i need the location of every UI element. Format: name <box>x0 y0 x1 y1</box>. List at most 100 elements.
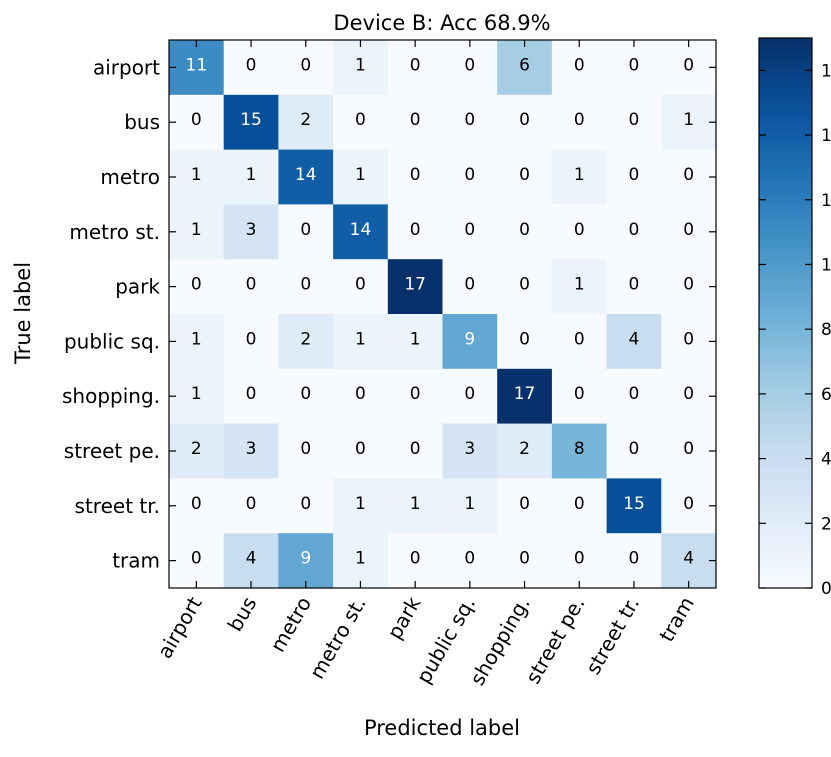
heatmap-cell <box>278 478 334 534</box>
heatmap-cell <box>497 314 553 370</box>
heatmap-cell <box>387 478 444 534</box>
y-tick-label: street tr. <box>75 494 160 518</box>
heatmap-cell <box>442 149 498 205</box>
cell-value-label: 6 <box>519 55 530 75</box>
heatmap-cell <box>333 204 389 260</box>
heatmap-cell <box>387 94 444 151</box>
cell-value-label: 1 <box>355 549 366 569</box>
heatmap-cell <box>387 40 444 96</box>
x-tick-label: tram <box>654 593 699 646</box>
heatmap-cell <box>223 149 279 205</box>
heatmap-cell <box>169 478 225 534</box>
heatmap-cell <box>661 478 717 534</box>
heatmap-cell <box>497 204 553 260</box>
heatmap-cell <box>661 204 717 260</box>
heatmap-cell <box>278 368 334 425</box>
cell-value-label: 0 <box>246 55 257 75</box>
cell-value-label: 0 <box>683 329 694 349</box>
heatmap-cell <box>333 94 389 151</box>
cell-value-label: 0 <box>464 165 475 185</box>
heatmap-cell <box>497 94 553 151</box>
cell-value-label: 1 <box>191 220 202 240</box>
cell-value-label: 17 <box>404 275 426 295</box>
heatmap-cell <box>278 423 334 479</box>
cell-value-label: 4 <box>629 329 640 349</box>
cell-value-label: 0 <box>464 55 475 75</box>
heatmap-cell <box>551 423 608 479</box>
heatmap-cell <box>442 40 498 96</box>
heatmap-cell <box>661 149 717 205</box>
cell-value-label: 0 <box>629 55 640 75</box>
heatmap-cell <box>551 533 608 589</box>
cell-value-label: 1 <box>410 494 421 514</box>
cell-value-label: 15 <box>240 110 262 130</box>
heatmap-cell <box>169 533 225 589</box>
cell-value-label: 0 <box>464 384 475 404</box>
heatmap-cell <box>333 533 389 589</box>
cell-value-label: 0 <box>300 275 311 295</box>
heatmap-cell <box>497 259 553 315</box>
colorbar-tick-label: 16 <box>821 61 831 81</box>
cell-value-label: 0 <box>246 494 257 514</box>
colorbar-tick-label: 14 <box>821 126 831 146</box>
cell-value-label: 1 <box>574 165 585 185</box>
heatmap-cell <box>387 149 444 205</box>
heatmap-cell <box>606 368 662 425</box>
y-tick-label: public sq. <box>64 329 160 353</box>
cell-value-label: 2 <box>300 110 311 130</box>
cell-value-label: 0 <box>246 329 257 349</box>
heatmap-cell <box>551 478 608 534</box>
matrix-cells: 11 0 0 1 0 0 6 0 0 00 15 2 0 0 0 0 0 0 11 1 14 1 0 0 0 1 0 01 3 0 14 0 0… <box>169 40 717 589</box>
chart-title: Device B: Acc 68.9% <box>333 11 550 35</box>
colorbar-tick-label: 0 <box>821 579 831 599</box>
axis-ticks <box>169 40 716 588</box>
heatmap-cell <box>661 94 717 151</box>
cell-value-label: 0 <box>519 549 530 569</box>
cell-value-label: 0 <box>629 384 640 404</box>
cell-value-label: 2 <box>300 329 311 349</box>
heatmap-cell <box>333 149 389 205</box>
heatmap-cell <box>497 533 553 589</box>
cell-value-label: 0 <box>574 494 585 514</box>
heatmap-cell <box>223 423 279 479</box>
cell-value-label: 0 <box>191 549 202 569</box>
cell-value-label: 0 <box>519 494 530 514</box>
heatmap-cell <box>442 204 498 260</box>
cell-value-label: 14 <box>350 220 372 240</box>
cell-value-label: 0 <box>300 220 311 240</box>
heatmap-cell <box>169 314 225 370</box>
cell-value-label: 0 <box>300 384 311 404</box>
heatmap-cell <box>169 259 225 315</box>
cell-value-label: 0 <box>574 329 585 349</box>
heatmap-cell <box>661 40 717 96</box>
y-tick-label: street pe. <box>64 439 160 463</box>
heatmap-cell <box>497 40 553 96</box>
cell-value-label: 0 <box>410 220 421 240</box>
heatmap-cell <box>442 478 498 534</box>
y-tick-label: bus <box>124 110 160 134</box>
heatmap-cell <box>606 423 662 479</box>
cell-value-label: 0 <box>191 275 202 295</box>
y-tick-label: metro st. <box>69 220 160 244</box>
heatmap-cell <box>551 40 608 96</box>
y-tick-label: shopping. <box>62 384 160 408</box>
x-tick-label: street tr. <box>581 593 645 679</box>
cell-value-label: 2 <box>519 439 530 459</box>
cell-value-label: 0 <box>683 165 694 185</box>
cell-value-label: 0 <box>464 110 475 130</box>
heatmap-cell <box>661 314 717 370</box>
heatmap-cell <box>223 204 279 260</box>
heatmap-cell <box>169 423 225 479</box>
cell-value-label: 0 <box>574 384 585 404</box>
heatmap-cell <box>223 368 279 425</box>
cell-value-label: 0 <box>629 165 640 185</box>
heatmap-cell <box>333 368 389 425</box>
heatmap-cell <box>551 94 608 151</box>
heatmap-cell <box>387 259 444 315</box>
heatmap-cell <box>223 314 279 370</box>
cell-value-label: 0 <box>300 494 311 514</box>
y-tick-label: airport <box>93 55 160 79</box>
heatmap-cell <box>497 423 553 479</box>
